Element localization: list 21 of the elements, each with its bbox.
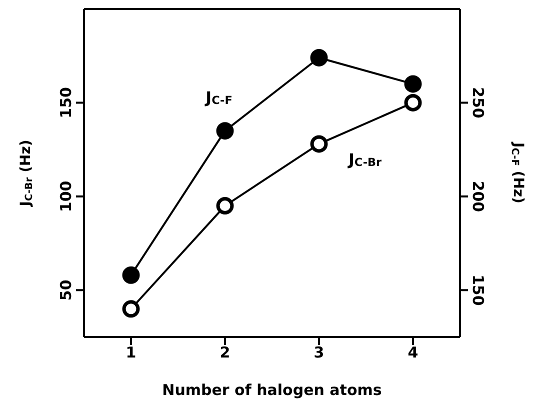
x-tick-label: 3 bbox=[314, 344, 324, 362]
x-axis-title: Number of halogen atoms bbox=[162, 381, 382, 399]
series-label: J$_{C-Br}$ bbox=[347, 149, 382, 169]
point bbox=[310, 48, 328, 66]
series-label: J$_{C-F}$ bbox=[204, 87, 232, 107]
point bbox=[404, 94, 422, 112]
y2-tick-label: 200 bbox=[469, 180, 487, 212]
y2-tick-label: 250 bbox=[469, 87, 487, 118]
y-tick-label: 50 bbox=[57, 280, 75, 301]
point bbox=[122, 300, 140, 318]
point bbox=[216, 122, 234, 140]
point bbox=[122, 266, 140, 284]
point bbox=[404, 75, 422, 93]
y-tick-label: 100 bbox=[57, 180, 75, 212]
x-tick-label: 4 bbox=[408, 344, 418, 362]
x-tick-label: 2 bbox=[220, 344, 230, 362]
point bbox=[216, 197, 234, 215]
point bbox=[310, 135, 328, 153]
y-tick-label: 150 bbox=[57, 87, 75, 118]
y2-tick-label: 150 bbox=[469, 274, 487, 306]
x-tick-label: 1 bbox=[126, 344, 136, 362]
